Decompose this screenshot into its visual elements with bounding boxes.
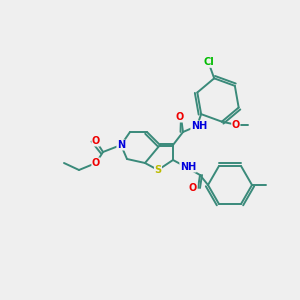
Text: O: O [176, 112, 184, 122]
Text: S: S [154, 165, 162, 175]
Text: O: O [189, 183, 197, 193]
Text: N: N [117, 140, 125, 150]
Text: NH: NH [191, 121, 207, 131]
Text: NH: NH [180, 162, 196, 172]
Text: Cl: Cl [204, 57, 214, 67]
Text: O: O [92, 158, 100, 168]
Text: O: O [232, 120, 240, 130]
Text: O: O [92, 136, 100, 146]
